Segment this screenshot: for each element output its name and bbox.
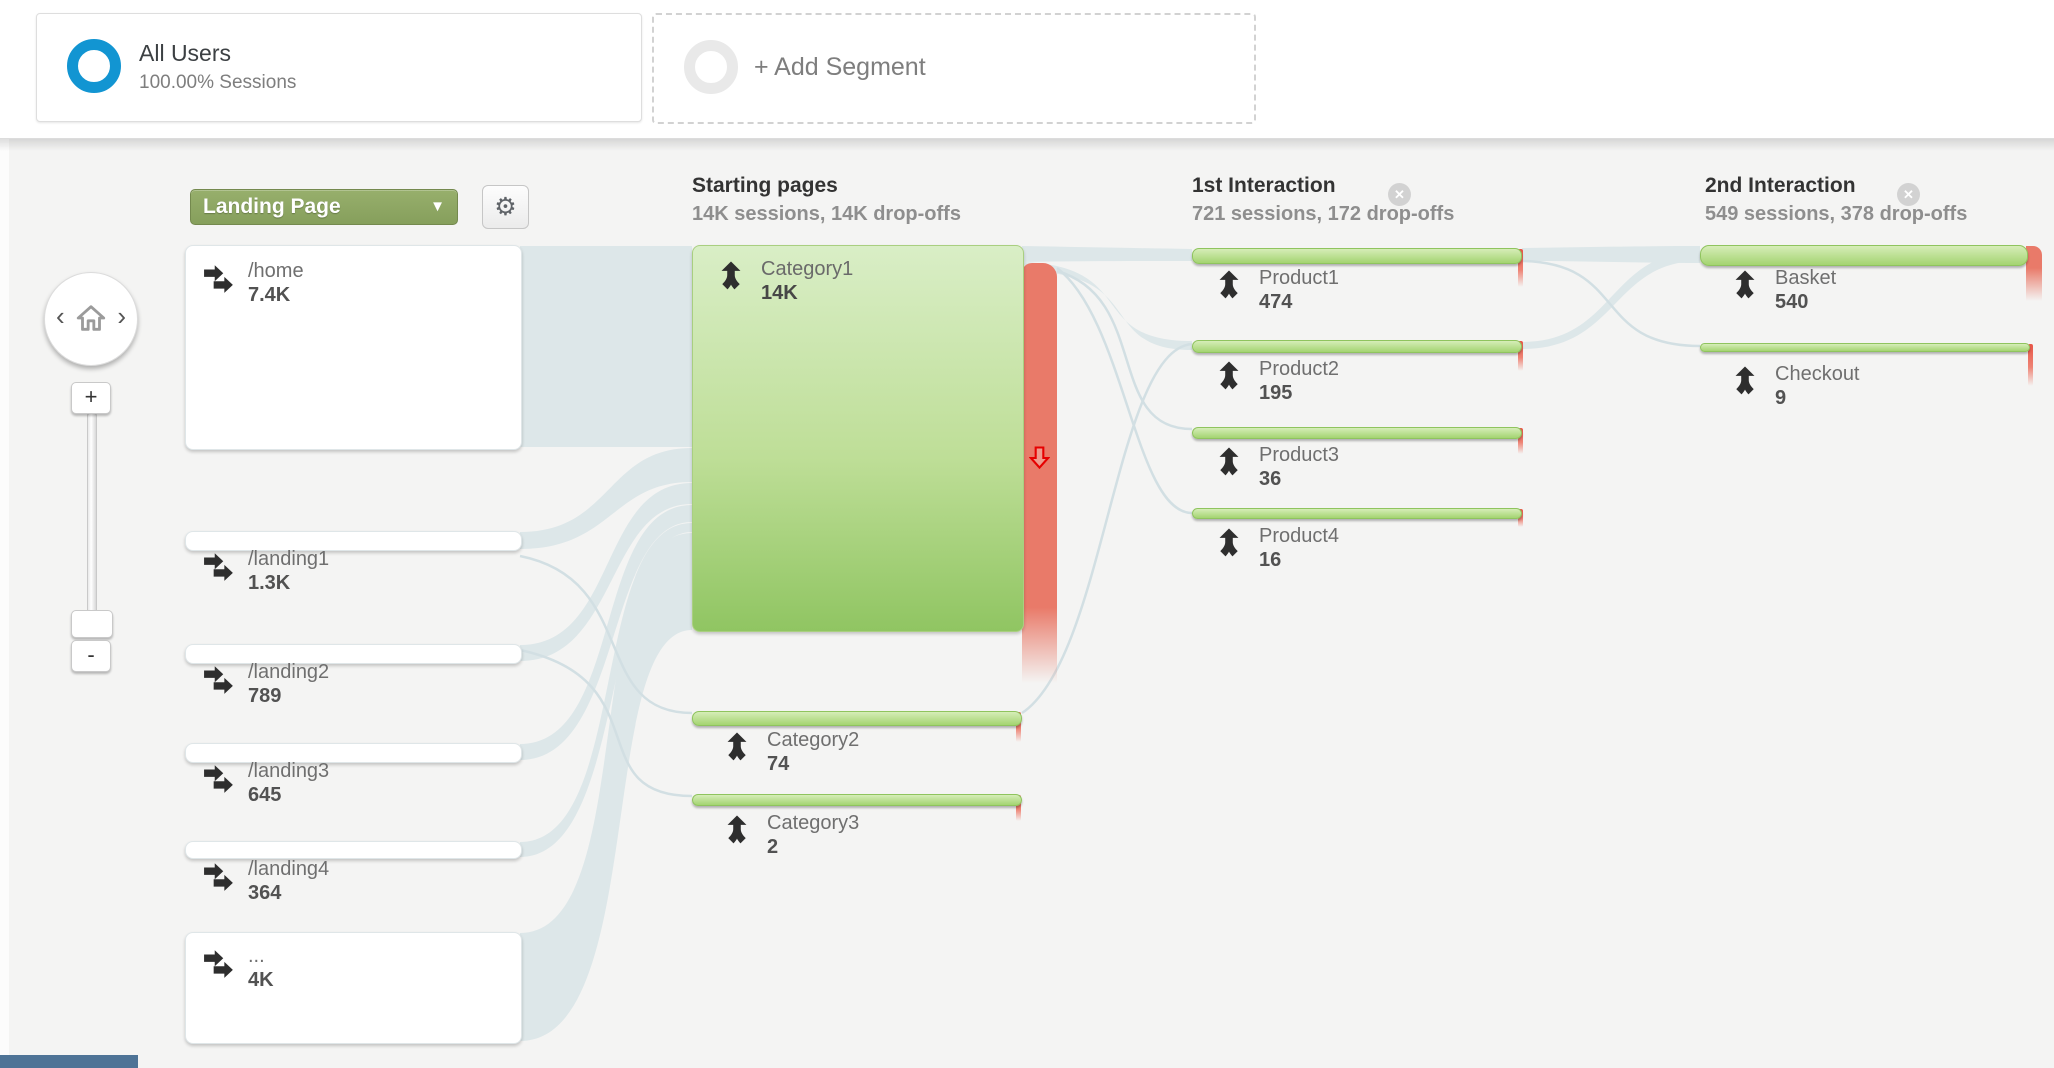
ribbon-landing2-category1[interactable] — [520, 483, 692, 661]
close-column-first-interaction-button[interactable]: ✕ — [1388, 183, 1411, 206]
ribbon-landing3-category1[interactable] — [520, 505, 692, 760]
ribbon-landing-category3[interactable] — [519, 648, 693, 798]
ribbon-others-category1[interactable] — [520, 533, 692, 1041]
flow-canvas: Landing Page ▼ ⚙ Starting pages 14K sess… — [0, 138, 2054, 1068]
node-product3[interactable] — [1192, 427, 1522, 439]
node-landing2[interactable] — [185, 644, 522, 664]
ribbon-home-category1[interactable] — [520, 246, 692, 447]
ribbon-category1-product3[interactable] — [1056, 269, 1193, 431]
category2-dropoff-tick — [1016, 712, 1021, 742]
node-home[interactable] — [185, 245, 522, 450]
column-header-first-interaction: 1st Interaction 721 sessions, 172 drop-o… — [1192, 174, 1454, 226]
column-header-second-interaction: 2nd Interaction 549 sessions, 378 drop-o… — [1705, 174, 1967, 226]
gear-icon: ⚙ — [494, 193, 517, 221]
column-subtitle: 14K sessions, 14K drop-offs — [692, 203, 961, 225]
column-title: 2nd Interaction — [1705, 174, 1856, 197]
product4-dropoff-tick — [1518, 509, 1523, 527]
node-landing4[interactable] — [185, 841, 522, 859]
product2-dropoff-tick — [1518, 341, 1523, 371]
ribbon-landing1-category1[interactable] — [520, 448, 692, 549]
column-title: Starting pages — [692, 174, 838, 197]
dimension-selector-dropdown[interactable]: Landing Page ▼ — [190, 189, 458, 225]
zoom-slider-track[interactable] — [87, 412, 97, 624]
node-basket[interactable] — [1700, 245, 2028, 266]
chevron-down-icon: ▼ — [430, 198, 445, 215]
node-product4[interactable] — [1192, 508, 1522, 519]
add-segment-label: + Add Segment — [754, 53, 926, 81]
flow-navigator[interactable]: ‹ › — [44, 272, 138, 366]
dimension-selector-label: Landing Page — [203, 195, 341, 218]
ribbon-category1-product4[interactable] — [1056, 267, 1193, 515]
ribbon-landing-category2[interactable] — [519, 554, 693, 715]
node-product1[interactable] — [1192, 248, 1522, 264]
dropoff-arrow-icon — [1029, 446, 1050, 470]
home-icon[interactable] — [74, 301, 108, 335]
chevron-left-icon[interactable]: ‹ — [56, 301, 65, 331]
node-product2[interactable] — [1192, 340, 1522, 353]
plus-icon: + — [84, 384, 98, 409]
close-column-second-interaction-button[interactable]: ✕ — [1897, 183, 1920, 206]
segment-card-all-users[interactable]: All Users 100.00% Sessions — [36, 13, 642, 122]
column-header-starting-pages: Starting pages 14K sessions, 14K drop-of… — [692, 174, 961, 226]
node-checkout[interactable] — [1700, 343, 2030, 352]
add-segment-button[interactable]: + Add Segment — [652, 13, 1256, 124]
zoom-in-button[interactable]: + — [71, 382, 111, 414]
column-subtitle: 721 sessions, 172 drop-offs — [1192, 203, 1455, 225]
product3-dropoff-tick — [1518, 428, 1523, 454]
bottom-scroll-indicator[interactable] — [0, 1055, 138, 1068]
checkout-dropoff-tick — [2028, 344, 2033, 386]
category3-dropoff-tick — [1016, 795, 1021, 821]
column-subtitle: 549 sessions, 378 drop-offs — [1705, 203, 1968, 225]
add-segment-ring-icon — [684, 40, 738, 94]
node-category2[interactable] — [692, 711, 1022, 726]
zoom-slider-handle[interactable] — [71, 610, 113, 638]
column-title: 1st Interaction — [1192, 174, 1336, 197]
minus-icon: - — [87, 642, 95, 667]
segment-ring-icon — [67, 39, 121, 93]
ribbon-product1-checkout[interactable] — [1521, 259, 1701, 348]
node-other-landing-pages[interactable] — [185, 932, 522, 1044]
node-landing1[interactable] — [185, 531, 522, 551]
ribbon-product2-basket[interactable] — [1522, 251, 1700, 349]
zoom-out-button[interactable]: - — [71, 640, 111, 672]
chevron-right-icon[interactable]: › — [117, 301, 126, 331]
ribbon-category1-product1[interactable] — [1022, 246, 1192, 262]
basket-dropoff-tail — [2026, 246, 2042, 301]
node-category1[interactable] — [692, 245, 1024, 632]
close-icon: ✕ — [1903, 187, 1914, 202]
segment-bar: All Users 100.00% Sessions + Add Segment — [0, 0, 2054, 139]
left-gutter — [0, 138, 9, 1068]
ribbon-product1-basket[interactable] — [1522, 246, 1700, 263]
flow-settings-button[interactable]: ⚙ — [482, 185, 529, 229]
segment-title: All Users — [139, 40, 232, 66]
node-landing3[interactable] — [185, 743, 522, 763]
node-category3[interactable] — [692, 794, 1022, 806]
segment-subtitle: 100.00% Sessions — [139, 72, 297, 93]
category1-dropoff-band[interactable] — [1022, 263, 1057, 683]
flow-ribbons-layer — [519, 246, 1701, 1041]
close-icon: ✕ — [1394, 187, 1405, 202]
product1-dropoff-tick — [1518, 249, 1523, 287]
